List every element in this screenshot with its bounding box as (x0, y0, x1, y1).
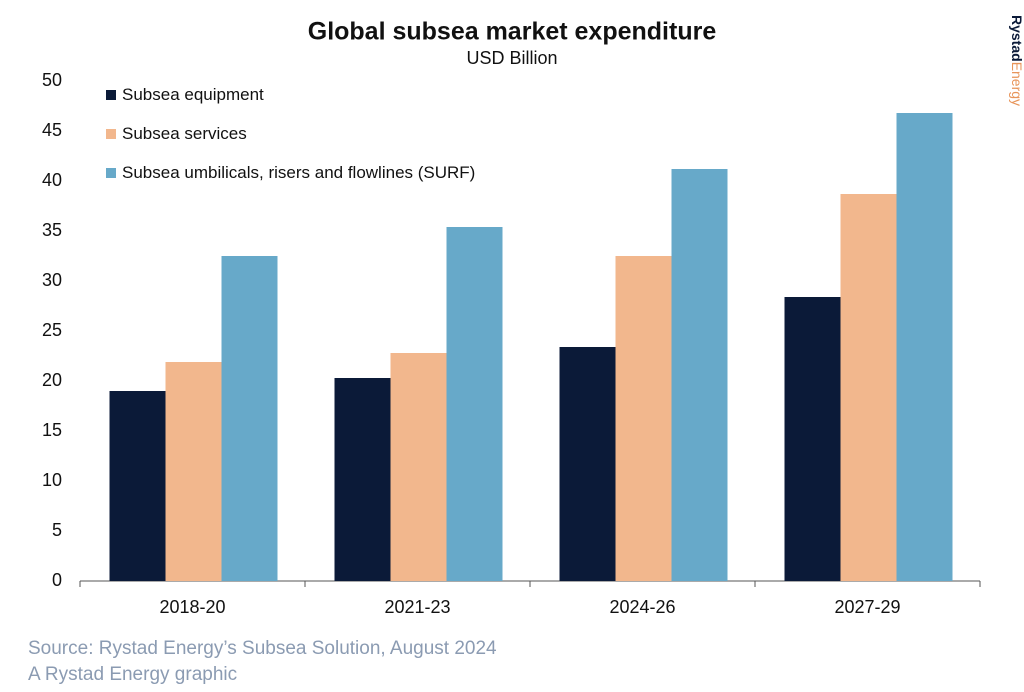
y-tick-label: 10 (42, 470, 62, 490)
bar (896, 113, 953, 581)
bar (390, 353, 447, 581)
legend-swatch (106, 90, 116, 100)
legend-label: Subsea umbilicals, risers and flowlines … (122, 163, 476, 182)
y-tick-label: 5 (52, 520, 62, 540)
legend-swatch (106, 168, 116, 178)
credit: A Rystad Energy graphic (28, 664, 237, 685)
y-tick-label: 45 (42, 120, 62, 140)
bar (446, 227, 503, 581)
x-tick-label: 2018-20 (159, 597, 225, 617)
y-tick-label: 0 (52, 570, 62, 590)
chart-subtitle: USD Billion (466, 48, 557, 68)
legend-swatch (106, 129, 116, 139)
y-tick-label: 25 (42, 320, 62, 340)
bar (559, 347, 616, 581)
brand-bold: Rystad (1009, 15, 1024, 62)
y-tick-label: 35 (42, 220, 62, 240)
y-tick-label: 40 (42, 170, 62, 190)
legend-item: Subsea services (106, 123, 486, 145)
brand: RystadEnergy (1009, 15, 1024, 106)
brand-light: Energy (1009, 62, 1024, 106)
x-tick-label: 2021-23 (384, 597, 450, 617)
bar (221, 256, 278, 581)
legend-label: Subsea services (122, 124, 247, 143)
y-tick-label: 15 (42, 420, 62, 440)
bar (165, 362, 222, 581)
bar (840, 194, 897, 581)
legend-label: Subsea equipment (122, 85, 264, 104)
bar (784, 297, 841, 581)
y-tick-label: 20 (42, 370, 62, 390)
bar (109, 391, 166, 581)
legend-item: Subsea umbilicals, risers and flowlines … (106, 162, 486, 184)
y-tick-label: 50 (42, 70, 62, 90)
bar (334, 378, 391, 581)
chart-title: Global subsea market expenditure (308, 18, 717, 46)
y-tick-label: 30 (42, 270, 62, 290)
legend: Subsea equipment Subsea services Subsea um… (106, 84, 486, 201)
legend-item: Subsea equipment (106, 84, 486, 106)
x-tick-label: 2024-26 (609, 597, 675, 617)
source: Source: Rystad Energy’s Subsea Solution,… (28, 638, 497, 659)
bar (671, 169, 728, 581)
bar (615, 256, 672, 581)
x-tick-label: 2027-29 (834, 597, 900, 617)
